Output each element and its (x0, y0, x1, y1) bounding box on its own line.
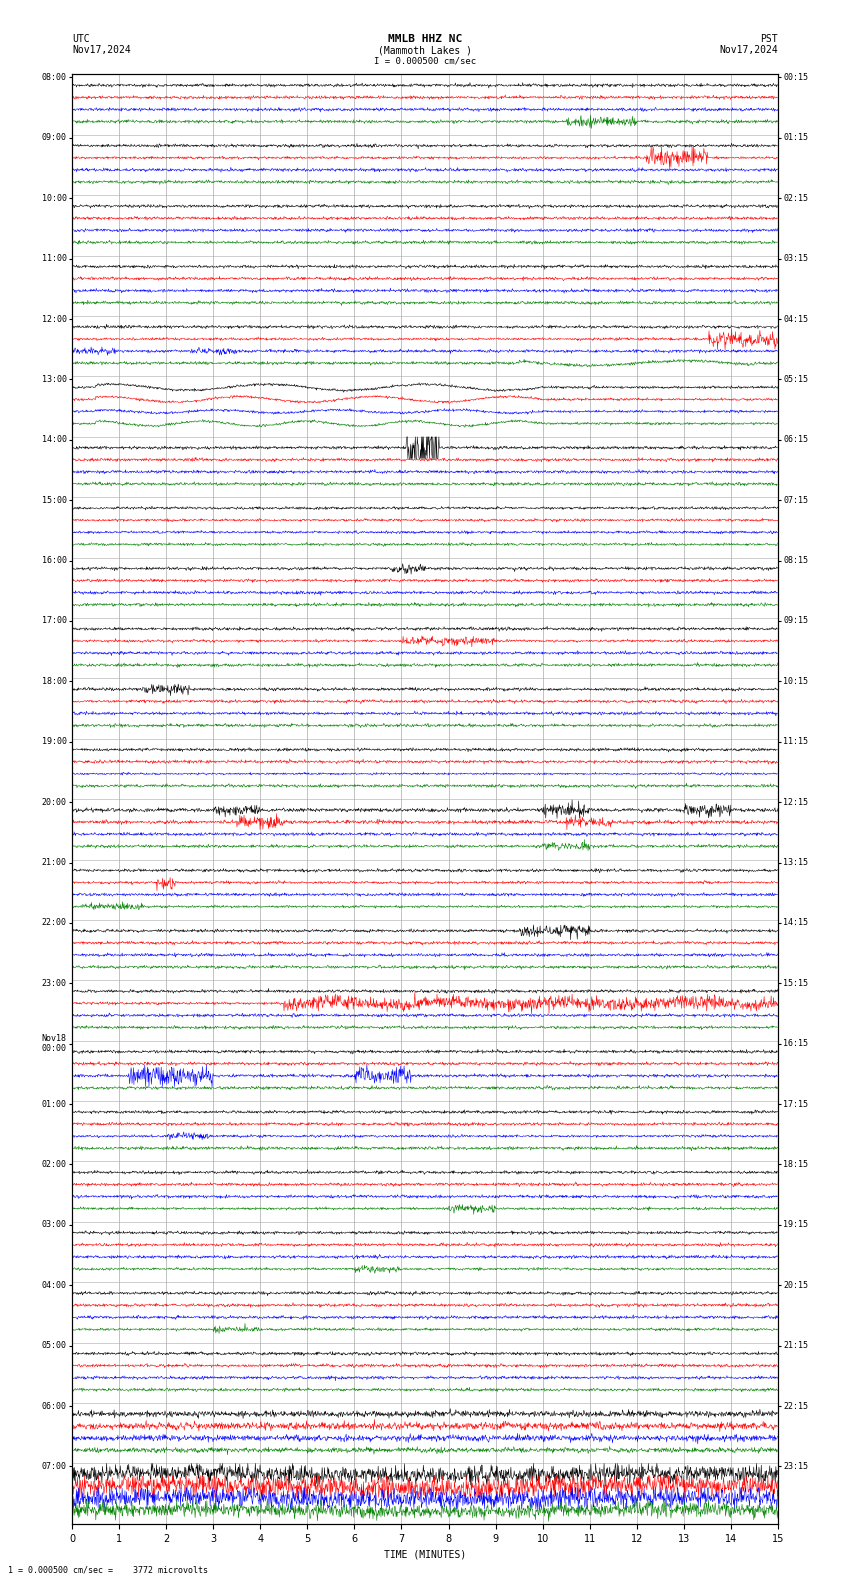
Text: 1 = 0.000500 cm/sec =    3772 microvolts: 1 = 0.000500 cm/sec = 3772 microvolts (8, 1565, 208, 1574)
Text: PST: PST (760, 33, 778, 44)
Text: Nov17,2024: Nov17,2024 (72, 44, 131, 55)
Text: (Mammoth Lakes ): (Mammoth Lakes ) (378, 44, 472, 55)
Text: MMLB HHZ NC: MMLB HHZ NC (388, 33, 462, 44)
Text: Nov17,2024: Nov17,2024 (719, 44, 778, 55)
Text: UTC: UTC (72, 33, 90, 44)
Text: I = 0.000500 cm/sec: I = 0.000500 cm/sec (374, 55, 476, 65)
X-axis label: TIME (MINUTES): TIME (MINUTES) (384, 1549, 466, 1559)
